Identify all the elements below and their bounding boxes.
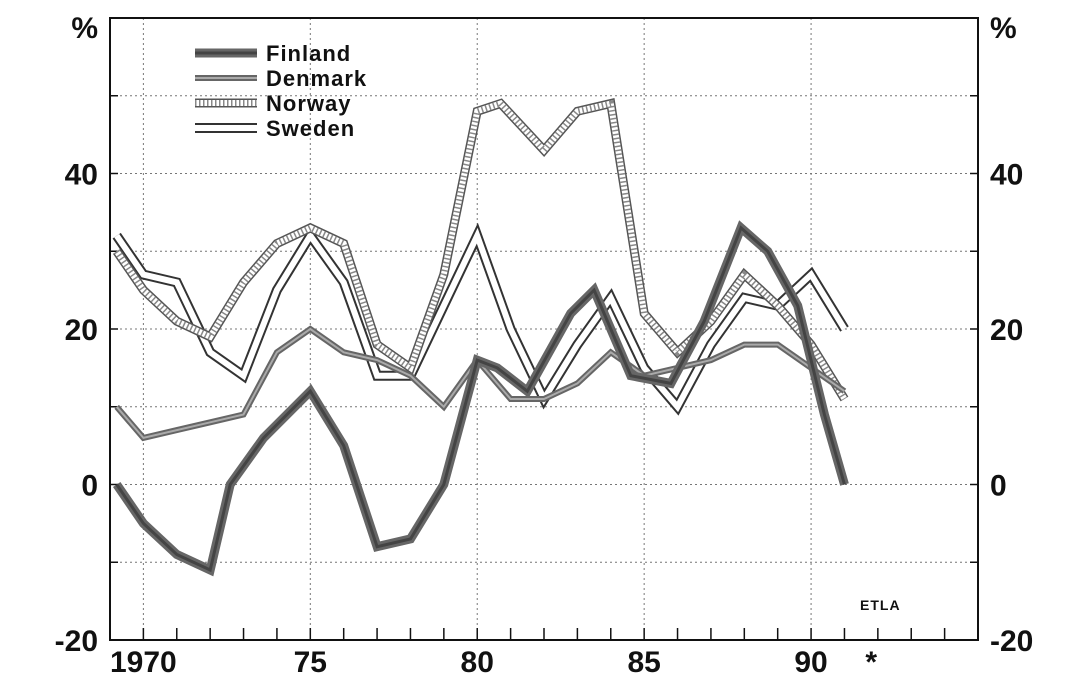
source-label: ETLA	[860, 597, 901, 613]
legend-item-denmark: Denmark	[195, 66, 367, 91]
x-tick-label: 75	[294, 646, 327, 679]
series-line-denmark	[114, 325, 847, 442]
x-tick-label: 1970	[110, 646, 177, 679]
legend-label: Finland	[266, 41, 351, 66]
legend-label: Norway	[266, 91, 351, 116]
y-tick-label-left: 40	[65, 159, 98, 192]
legend-label: Sweden	[266, 116, 355, 141]
y-tick-label-left: 20	[65, 314, 98, 347]
series-line-finland	[112, 220, 849, 577]
y-tick-label-right: 0	[990, 470, 1007, 503]
y-tick-label-right: 40	[990, 159, 1023, 192]
y-tick-label-left: -20	[55, 625, 98, 658]
series-line-norway	[112, 98, 849, 402]
y-tick-label-right: -20	[990, 625, 1033, 658]
legend-item-sweden: Sweden	[195, 116, 355, 141]
axis-labels: % % 1970 75 80 85 90 * -20 -20 0 0 20 20 40 40	[55, 12, 1034, 679]
series-line-sweden	[112, 222, 849, 416]
series-stroke	[115, 225, 846, 573]
series-lines	[112, 98, 849, 577]
grid	[110, 18, 978, 640]
x-tick-label: *	[865, 646, 877, 679]
legend-item-norway: Norway	[195, 91, 351, 116]
x-tick-label: 90	[794, 646, 827, 679]
legend-item-finland: Finland	[195, 41, 351, 66]
y-tick-label-left: 0	[81, 470, 98, 503]
axis-ticks	[109, 95, 979, 640]
series-stroke	[114, 325, 847, 442]
series-stroke	[114, 227, 848, 413]
y-tick-label-right: 20	[990, 314, 1023, 347]
series-stroke	[114, 99, 848, 401]
x-tick-label: 80	[461, 646, 494, 679]
y-unit-right: %	[990, 12, 1017, 45]
legend-label: Denmark	[266, 66, 367, 91]
series-stroke	[112, 222, 849, 416]
y-unit-left: %	[71, 12, 98, 45]
x-tick-label: 85	[627, 646, 660, 679]
series-stroke	[112, 220, 849, 577]
